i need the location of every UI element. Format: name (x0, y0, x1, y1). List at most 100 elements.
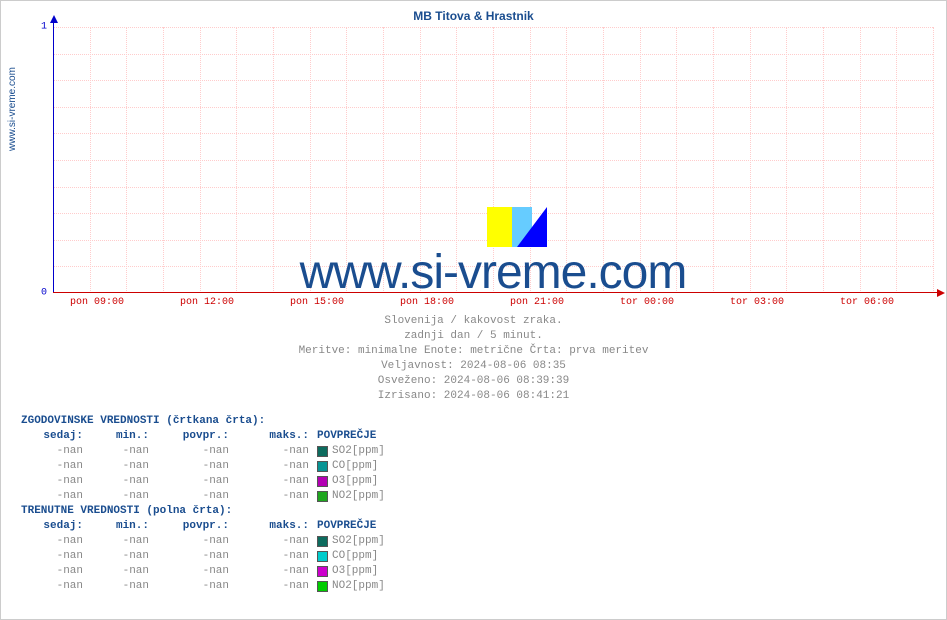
x-tick-label: pon 21:00 (510, 297, 564, 308)
table-cell: -nan (153, 549, 233, 564)
meta-line: zadnji dan / 5 minut. (1, 329, 946, 344)
legend-swatch (317, 461, 328, 472)
legend-swatch (317, 581, 328, 592)
chart-title: MB Titova & Hrastnik (1, 9, 946, 23)
legend-cell: O3[ppm] (313, 564, 378, 579)
table-row: -nan-nan-nan-nanO3[ppm] (21, 564, 385, 579)
col-maks: maks.: (233, 429, 313, 444)
legend-label: SO2[ppm] (332, 534, 385, 549)
x-tick-label: pon 18:00 (400, 297, 454, 308)
table-cell: -nan (21, 459, 87, 474)
table-row: -nan-nan-nan-nanSO2[ppm] (21, 444, 385, 459)
table-cell: -nan (153, 474, 233, 489)
col-min: min.: (87, 429, 153, 444)
col-povpr: povpr.: (153, 429, 233, 444)
meta-line: Slovenija / kakovost zraka. (1, 314, 946, 329)
legend-cell: SO2[ppm] (313, 444, 385, 459)
legend-cell: O3[ppm] (313, 474, 378, 489)
legend-cell: NO2[ppm] (313, 579, 385, 594)
table-cell: -nan (87, 444, 153, 459)
table-cell: -nan (233, 579, 313, 594)
table-cell: -nan (233, 444, 313, 459)
table-cell: -nan (21, 564, 87, 579)
plot-area: www.si-vreme.com 01 pon 09:00pon 12:00po… (53, 27, 933, 293)
table-cell: -nan (87, 549, 153, 564)
x-tick-label: pon 12:00 (180, 297, 234, 308)
legend-swatch (317, 446, 328, 457)
historic-title: ZGODOVINSKE VREDNOSTI (črtkana črta): (21, 414, 385, 429)
table-row: -nan-nan-nan-nanO3[ppm] (21, 474, 385, 489)
col-povpr: povpr.: (153, 519, 233, 534)
meta-line: Veljavnost: 2024-08-06 08:35 (1, 359, 946, 374)
legend-label: O3[ppm] (332, 564, 378, 579)
table-cell: -nan (21, 549, 87, 564)
table-row: -nan-nan-nan-nanNO2[ppm] (21, 579, 385, 594)
table-cell: -nan (153, 489, 233, 504)
col-sedaj: sedaj: (21, 429, 87, 444)
legend-swatch (317, 476, 328, 487)
legend-swatch (317, 536, 328, 547)
gridline-v (933, 27, 934, 293)
table-cell: -nan (233, 474, 313, 489)
x-tick-label: pon 09:00 (70, 297, 124, 308)
x-tick-label: tor 03:00 (730, 297, 784, 308)
legend-label: NO2[ppm] (332, 489, 385, 504)
table-row: -nan-nan-nan-nanNO2[ppm] (21, 489, 385, 504)
table-header-row: sedaj: min.: povpr.: maks.: POVPREČJE (21, 519, 385, 534)
meta-line: Osveženo: 2024-08-06 08:39:39 (1, 374, 946, 389)
table-cell: -nan (21, 534, 87, 549)
y-tick-label: 0 (41, 288, 47, 299)
data-tables: ZGODOVINSKE VREDNOSTI (črtkana črta): se… (21, 414, 385, 594)
table-row: -nan-nan-nan-nanCO[ppm] (21, 459, 385, 474)
legend-cell: CO[ppm] (313, 549, 378, 564)
y-axis-label: www.si-vreme.com (7, 67, 18, 151)
legend-label: CO[ppm] (332, 459, 378, 474)
table-cell: -nan (21, 474, 87, 489)
table-cell: -nan (87, 579, 153, 594)
y-tick-label: 1 (41, 22, 47, 33)
legend-swatch (317, 491, 328, 502)
table-cell: -nan (153, 459, 233, 474)
legend-swatch (317, 551, 328, 562)
col-povprecje: POVPREČJE (313, 429, 376, 444)
meta-line: Meritve: minimalne Enote: metrične Črta:… (1, 344, 946, 359)
current-title: TRENUTNE VREDNOSTI (polna črta): (21, 504, 385, 519)
col-povprecje: POVPREČJE (313, 519, 376, 534)
table-cell: -nan (233, 459, 313, 474)
x-tick-label: tor 06:00 (840, 297, 894, 308)
table-cell: -nan (87, 474, 153, 489)
table-cell: -nan (153, 579, 233, 594)
table-cell: -nan (233, 549, 313, 564)
legend-label: SO2[ppm] (332, 444, 385, 459)
x-tick-label: pon 15:00 (290, 297, 344, 308)
col-min: min.: (87, 519, 153, 534)
legend-cell: NO2[ppm] (313, 489, 385, 504)
table-cell: -nan (153, 564, 233, 579)
table-cell: -nan (21, 444, 87, 459)
table-cell: -nan (87, 534, 153, 549)
x-tick-label: tor 00:00 (620, 297, 674, 308)
table-cell: -nan (87, 489, 153, 504)
watermark-logo (487, 197, 547, 247)
meta-line: Izrisano: 2024-08-06 08:41:21 (1, 389, 946, 404)
table-cell: -nan (233, 564, 313, 579)
table-cell: -nan (233, 489, 313, 504)
table-cell: -nan (153, 534, 233, 549)
chart-container: MB Titova & Hrastnik www.si-vreme.com ww… (0, 0, 947, 620)
table-cell: -nan (87, 459, 153, 474)
legend-label: O3[ppm] (332, 474, 378, 489)
table-cell: -nan (21, 489, 87, 504)
legend-label: CO[ppm] (332, 549, 378, 564)
x-axis (53, 292, 941, 293)
table-cell: -nan (87, 564, 153, 579)
table-row: -nan-nan-nan-nanCO[ppm] (21, 549, 385, 564)
table-cell: -nan (21, 579, 87, 594)
col-maks: maks.: (233, 519, 313, 534)
col-sedaj: sedaj: (21, 519, 87, 534)
legend-cell: CO[ppm] (313, 459, 378, 474)
table-row: -nan-nan-nan-nanSO2[ppm] (21, 534, 385, 549)
table-header-row: sedaj: min.: povpr.: maks.: POVPREČJE (21, 429, 385, 444)
legend-cell: SO2[ppm] (313, 534, 385, 549)
table-cell: -nan (153, 444, 233, 459)
legend-swatch (317, 566, 328, 577)
